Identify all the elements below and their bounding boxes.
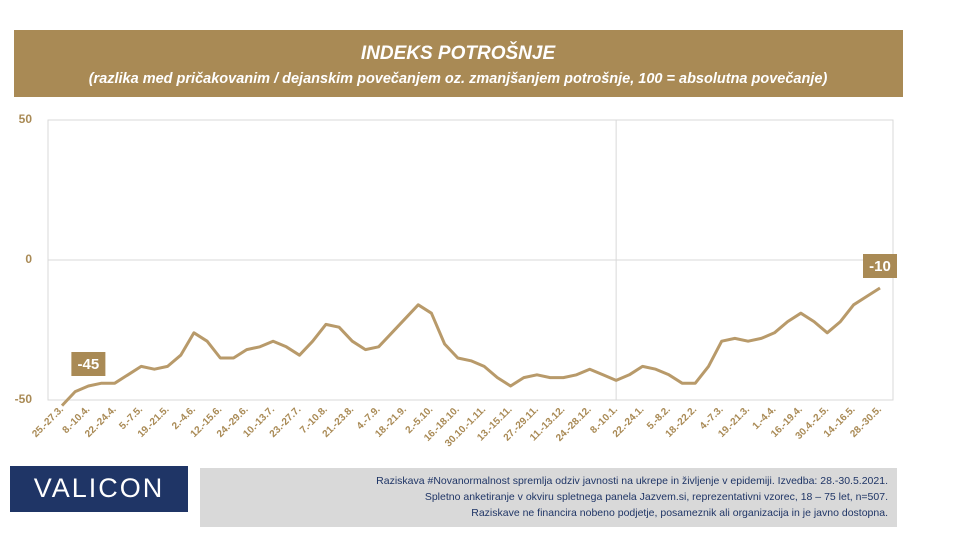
x-tick-label: 25.-27.3.	[30, 404, 66, 440]
data-label-box	[863, 254, 897, 278]
y-tick-label: 0	[25, 252, 32, 266]
header-band	[14, 30, 903, 97]
data-label: -10	[869, 258, 891, 275]
y-tick-label: -50	[15, 392, 33, 406]
line-series	[60, 286, 881, 407]
footnote: Raziskave ne financira nobeno podjetje, …	[471, 507, 888, 519]
y-tick-label: 50	[19, 112, 33, 126]
chart-title: INDEKS POTROŠNJE	[361, 42, 557, 64]
footnote: Raziskava #Novanormalnost spremlja odziv…	[376, 475, 888, 487]
logo: VALICON	[34, 473, 165, 503]
chart-subtitle: (razlika med pričakovanim / dejanskim po…	[89, 71, 828, 87]
logo-box	[10, 466, 188, 512]
footnote-box	[200, 468, 897, 527]
data-label-box	[71, 352, 106, 376]
footnote: Spletno anketiranje v okviru spletnega p…	[425, 491, 888, 503]
data-label: -45	[78, 356, 100, 373]
